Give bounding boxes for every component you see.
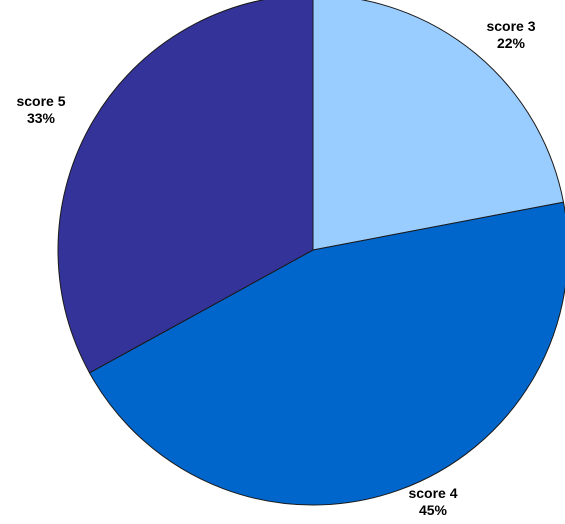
- slice-name-label: score 5: [16, 93, 65, 109]
- pie-slices: [57, 0, 565, 506]
- slice-name-label: score 4: [408, 485, 457, 501]
- pie-labels: score 322% score 445% score 533%: [16, 18, 535, 518]
- pie-slice-score-5: [57, 0, 314, 374]
- slice-name-label: score 3: [486, 18, 535, 34]
- pie-slice-score-3: [312, 0, 565, 251]
- pie-slice-score-4: [88, 201, 565, 506]
- slice-percent-label: 33%: [27, 110, 56, 126]
- slice-percent-label: 22%: [497, 35, 526, 51]
- slice-percent-label: 45%: [419, 502, 448, 518]
